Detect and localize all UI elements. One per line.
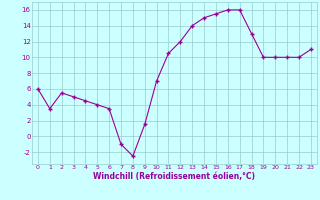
X-axis label: Windchill (Refroidissement éolien,°C): Windchill (Refroidissement éolien,°C) — [93, 172, 255, 181]
